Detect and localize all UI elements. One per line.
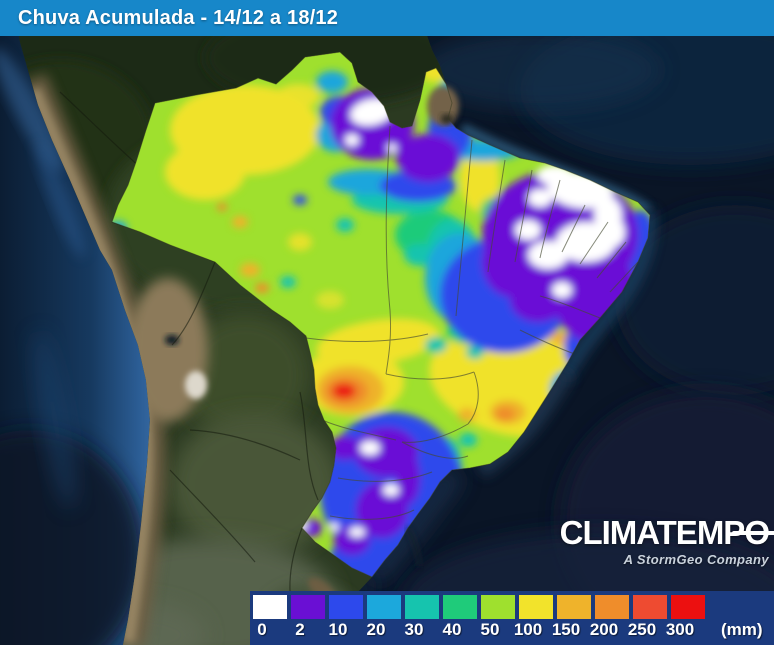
legend-swatch bbox=[367, 595, 401, 619]
legend-label: 20 bbox=[366, 620, 386, 639]
legend-swatch bbox=[557, 595, 591, 619]
legend-label: 100 bbox=[513, 620, 543, 639]
rainfall-legend: 0 2 10 20 30 40 50 100 150 200 250 300 (… bbox=[250, 591, 774, 645]
brand-tagline: A StormGeo Company bbox=[623, 552, 769, 567]
legend-label: 300 bbox=[665, 620, 695, 639]
legend-swatch bbox=[671, 595, 705, 619]
legend-swatch bbox=[633, 595, 667, 619]
legend-swatch bbox=[329, 595, 363, 619]
map-details bbox=[111, 51, 651, 578]
legend-swatch bbox=[405, 595, 439, 619]
legend-swatch bbox=[519, 595, 553, 619]
legend-labels: 0 2 10 20 30 40 50 100 150 200 250 300 (… bbox=[243, 620, 774, 640]
legend-swatch bbox=[253, 595, 287, 619]
legend-label: 40 bbox=[442, 620, 462, 639]
legend-swatch bbox=[443, 595, 477, 619]
legend-label: 2 bbox=[295, 620, 305, 639]
legend-swatch bbox=[291, 595, 325, 619]
state-borders bbox=[305, 125, 639, 520]
title-bar: Chuva Acumulada - 14/12 a 18/12 bbox=[0, 0, 774, 36]
brand-wordmark: CLIMATEMPO bbox=[560, 516, 774, 549]
logo-crossbar-icon bbox=[732, 531, 774, 535]
brand-logo: CLIMATEMPO A StormGeo Company bbox=[560, 516, 774, 567]
pacific-ocean bbox=[0, 30, 150, 645]
legend-label: 50 bbox=[480, 620, 500, 639]
legend-label: 0 bbox=[257, 620, 267, 639]
legend-swatch bbox=[595, 595, 629, 619]
legend-label: 150 bbox=[551, 620, 581, 639]
legend-swatch bbox=[481, 595, 515, 619]
legend-label: 30 bbox=[404, 620, 424, 639]
legend-swatches bbox=[250, 591, 774, 619]
page-title: Chuva Acumulada - 14/12 a 18/12 bbox=[18, 6, 339, 29]
legend-label: 250 bbox=[627, 620, 657, 639]
legend-label: 200 bbox=[589, 620, 619, 639]
legend-unit-label: (mm) bbox=[721, 620, 763, 639]
legend-label: 10 bbox=[328, 620, 348, 639]
